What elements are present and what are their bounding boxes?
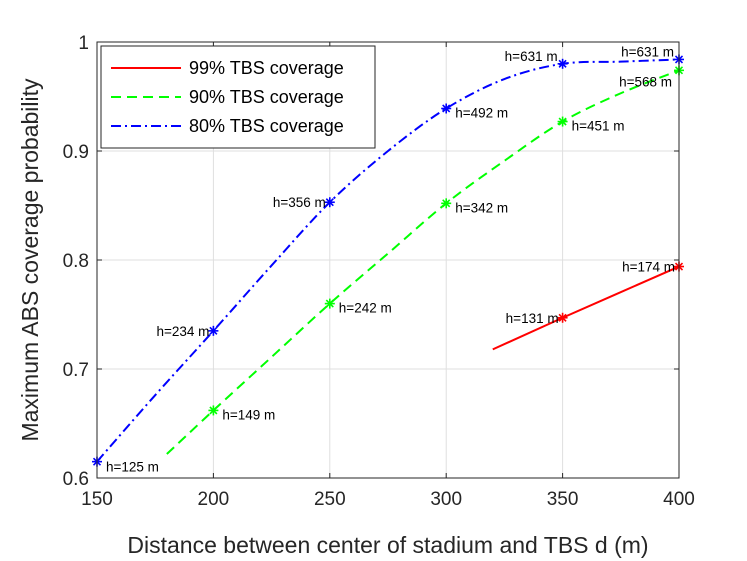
- data-point-marker: [557, 116, 568, 127]
- series-line-0: [492, 265, 680, 351]
- series-line-1: [166, 69, 680, 455]
- data-point-marker: [208, 405, 219, 416]
- x-tick-label: 250: [314, 489, 346, 510]
- data-label: h=242 m: [339, 301, 392, 316]
- data-label: h=568 m: [619, 74, 672, 89]
- data-label: h=492 m: [455, 105, 508, 120]
- data-label: h=356 m: [273, 195, 326, 210]
- annotation-layer: h=131 m h=174 m h=149 m h=242 m h=342 m h=451…: [106, 44, 675, 474]
- x-axis-ticks: 150 200 250 300 350 400: [81, 42, 695, 510]
- data-label: h=234 m: [156, 324, 209, 339]
- y-axis-ticks: 0.6 0.7 0.8 0.9 1: [63, 33, 679, 490]
- data-label: h=149 m: [222, 407, 275, 422]
- data-label: h=342 m: [455, 200, 508, 215]
- data-point-marker: [557, 312, 568, 323]
- data-label: h=451 m: [572, 119, 625, 134]
- y-tick-label: 1: [78, 33, 89, 54]
- y-tick-label: 0.7: [63, 360, 89, 381]
- y-tick-label: 0.8: [63, 251, 89, 272]
- data-point-marker: [324, 197, 335, 208]
- data-point-marker: [208, 325, 219, 336]
- y-tick-label: 0.9: [63, 142, 89, 163]
- data-point-marker: [324, 298, 335, 309]
- data-label: h=174 m: [622, 260, 675, 275]
- legend-items: 99% TBS coverage 90% TBS coverage 80% TBS …: [111, 58, 344, 136]
- data-label: h=125 m: [106, 460, 159, 475]
- x-tick-label: 400: [663, 489, 695, 510]
- legend-entry: 99% TBS coverage: [189, 58, 344, 78]
- data-point-marker: [557, 58, 568, 69]
- data-point-marker: [441, 198, 452, 209]
- data-label: h=131 m: [506, 311, 559, 326]
- data-point-marker: [441, 103, 452, 114]
- y-tick-label: 0.6: [63, 469, 89, 490]
- x-tick-label: 150: [81, 489, 113, 510]
- legend-entry: 90% TBS coverage: [189, 87, 344, 107]
- legend: 99% TBS coverage 90% TBS coverage 80% TBS …: [100, 45, 376, 149]
- y-axis-label: Maximum ABS coverage probability: [17, 78, 43, 442]
- legend-entry: 80% TBS coverage: [189, 116, 344, 136]
- x-tick-label: 300: [430, 489, 462, 510]
- data-label: h=631 m: [621, 44, 674, 59]
- x-tick-label: 350: [547, 489, 579, 510]
- data-label: h=631 m: [505, 49, 558, 64]
- x-axis-label: Distance between center of stadium and T…: [127, 532, 648, 558]
- x-tick-label: 200: [198, 489, 230, 510]
